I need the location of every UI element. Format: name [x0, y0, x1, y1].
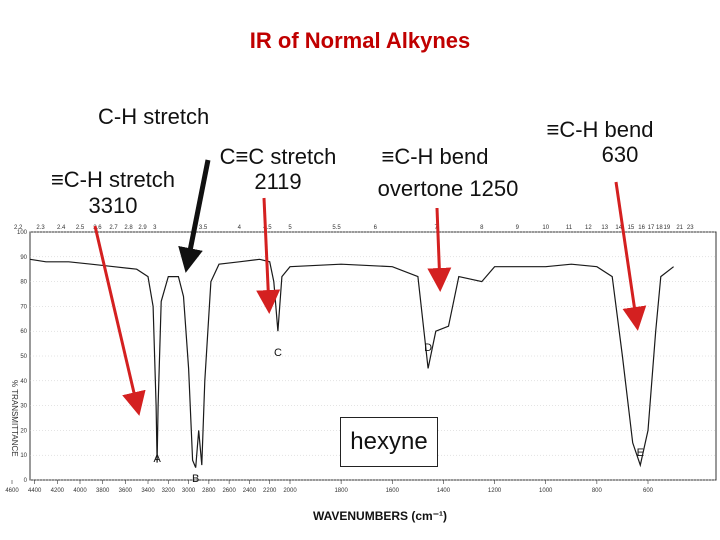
micron-tick-label: 2.4	[57, 225, 66, 231]
micron-tick-label: 9	[516, 225, 520, 231]
compound-label-box: hexyne	[340, 417, 438, 467]
x-tick-labels: 4600 4400 4200 4000 3800 3600 3400 3200 3000 2800…	[5, 480, 654, 494]
x-tick-label: 2600	[222, 488, 236, 494]
y-tick-label: 0	[24, 478, 28, 484]
y-tick-label: 90	[20, 255, 27, 261]
label-ch-bend-overtone-line1: ≡C-H bend	[381, 144, 489, 169]
y-tick-label: 40	[20, 379, 27, 385]
micron-tick-label: 12	[585, 225, 592, 231]
micron-tick-label: 11	[566, 225, 573, 231]
micron-tick-label: 3	[153, 225, 157, 231]
arrow-ch-stretch	[93, 225, 146, 416]
label-ch-bend-line1: ≡C-H bend	[546, 117, 654, 142]
label-ch-stretch-top: C-H stretch	[98, 104, 210, 129]
x-tick-label: 1600	[386, 488, 400, 494]
y-tick-label: 100	[17, 230, 28, 236]
micron-tick-label: 23	[687, 225, 694, 231]
micron-tick-label: 4.5	[263, 225, 272, 231]
arrow-ch-bend	[614, 181, 647, 331]
micron-tick-label: 2.6	[93, 225, 102, 231]
x-tick-label: 4200	[51, 488, 65, 494]
peak-label: C	[274, 347, 282, 359]
micron-tick-label: 5	[288, 225, 292, 231]
label-cc-stretch-line1: C≡C stretch	[219, 144, 337, 169]
micron-tick-label: 2.7	[109, 225, 118, 231]
x-tick-label: 2000	[283, 488, 297, 494]
micron-tick-label: 2.8	[124, 225, 133, 231]
label-cc-stretch-line2: 2119	[254, 169, 302, 194]
x-tick-label: 3800	[96, 488, 110, 494]
y-tick-label: 80	[20, 280, 27, 286]
arrow-cc-stretch	[256, 197, 281, 314]
peak-label: E	[637, 447, 644, 459]
x-tick-label: 2400	[243, 488, 257, 494]
spectrum-line	[29, 258, 674, 468]
x-tick-label: 2800	[202, 488, 216, 494]
x-tick-label: 800	[592, 488, 603, 494]
y-tick-label: 60	[20, 329, 27, 335]
x-tick-label: 3400	[141, 488, 155, 494]
micron-tick-label: 2.9	[138, 225, 147, 231]
arrow-bend-overtone	[427, 207, 452, 292]
label-ch-bend: ≡C-H bend 630	[520, 118, 680, 167]
peak-label: A	[153, 453, 161, 465]
x-tick-label: 1200	[488, 488, 502, 494]
micron-tick-label: 8	[480, 225, 484, 231]
micron-tick-label: 17	[648, 225, 655, 231]
peak-label: D	[424, 342, 432, 354]
x-tick-label: 600	[643, 488, 654, 494]
micron-tick-label: 14	[615, 225, 622, 231]
peak-label: B	[192, 473, 199, 485]
x-tick-label: 3600	[119, 488, 133, 494]
x-tick-label: 3000	[182, 488, 196, 494]
x-tick-label: 3200	[162, 488, 176, 494]
micron-tick-label: 13	[601, 225, 608, 231]
y-tick-label: 70	[20, 304, 27, 310]
micron-tick-label: 6	[374, 225, 378, 231]
y-axis-label: % TRANSMITTANCE	[10, 380, 19, 457]
annotation-arrows	[93, 159, 647, 416]
y-tick-label: 30	[20, 404, 27, 410]
micron-tick-label: 4	[238, 225, 242, 231]
x-tick-label: 4600	[5, 488, 19, 494]
peak-labels: A B C D E	[153, 342, 644, 485]
micron-tick-label: 19	[663, 225, 670, 231]
label-ch-bend-overtone-line2: overtone 1250	[377, 176, 519, 201]
label-ch-stretch-left-line2: 3310	[88, 193, 138, 218]
micron-tick-label: 15	[628, 225, 635, 231]
x-tick-label: 4400	[28, 488, 42, 494]
micron-tick-label: 2.5	[76, 225, 85, 231]
arrow-sp-ch-stretch	[178, 159, 211, 273]
micron-tick-labels: 2.2 2.3 2.4 2.5 2.6 2.7 2.8 2.9 3 3.5 4 4.5 5 5.5 6 7 8 9…	[14, 225, 694, 231]
x-axis-label: WAVENUMBERS (cm⁻¹)	[313, 509, 447, 523]
micron-tick-label: 18	[656, 225, 663, 231]
x-tick-label: 1000	[539, 488, 553, 494]
micron-tick-label: 16	[638, 225, 645, 231]
micron-tick-label: 10	[542, 225, 549, 231]
label-cc-stretch: C≡C stretch 2119	[198, 145, 358, 194]
x-tick-label: 1800	[334, 488, 348, 494]
slide-title: IR of Normal Alkynes	[249, 28, 471, 53]
micron-tick-label: 2.3	[36, 225, 45, 231]
x-tick-label: 4000	[73, 488, 87, 494]
y-tick-label: 10	[20, 453, 27, 459]
x-tick-label: 1400	[437, 488, 451, 494]
label-ch-bend-overtone: ≡C-H bend overtone 1250	[348, 145, 548, 201]
micron-tick-label: 5.5	[332, 225, 341, 231]
label-ch-bend-line2: 630	[601, 142, 639, 167]
label-ch-stretch-left-line1: ≡C-H stretch	[50, 167, 176, 192]
micron-tick-label: 2.2	[14, 225, 23, 231]
label-ch-stretch-left: ≡C-H stretch 3310	[28, 168, 198, 218]
micron-tick-label: 3.5	[199, 225, 208, 231]
y-tick-label: 50	[20, 354, 27, 360]
y-tick-label: 20	[20, 428, 27, 434]
micron-tick-label: 21	[676, 225, 683, 231]
x-tick-label: 2200	[263, 488, 277, 494]
